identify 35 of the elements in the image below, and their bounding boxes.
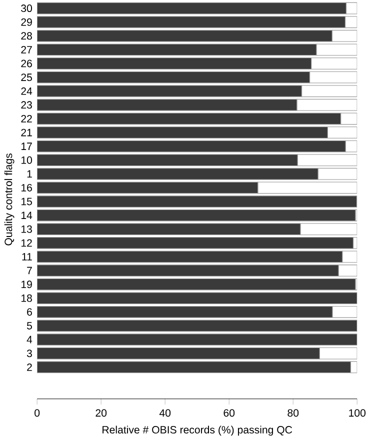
y-tick-label: 15 [21, 198, 32, 206]
y-tick-label: 11 [22, 253, 32, 260]
y-tick-label: 28 [21, 32, 32, 40]
y-axis-title: Quality control flags [4, 153, 14, 246]
y-tick-label: 3 [26, 350, 32, 358]
y-tick-label: 27 [21, 46, 32, 54]
y-tick-label: 10 [21, 156, 32, 164]
y-tick-label: 5 [26, 322, 32, 330]
y-tick-label: 26 [21, 60, 32, 68]
y-tick-label: 7 [26, 266, 32, 274]
y-tick-label: 25 [21, 74, 32, 82]
x-axis-title: Relative # OBIS records (%) passing QC [102, 426, 292, 436]
x-tick-label: 100 [348, 409, 366, 417]
y-tick-label: 23 [21, 101, 32, 109]
y-tick-label: 18 [21, 294, 32, 302]
y-tick-label: 24 [21, 87, 32, 95]
x-tick-label: 20 [96, 409, 106, 417]
y-tick-label: 16 [21, 184, 32, 192]
y-tick-label: 22 [21, 115, 32, 122]
y-tick-label: 4 [26, 336, 32, 344]
x-tick-label: 0 [34, 409, 40, 417]
y-tick-label: 12 [21, 239, 32, 247]
y-tick-label: 2 [26, 363, 32, 371]
x-tick-label: 40 [159, 409, 170, 417]
x-tick-label: 60 [224, 409, 234, 417]
y-tick-label: 30 [20, 4, 32, 12]
y-tick-label: 21 [21, 128, 32, 136]
x-tick-label: 80 [288, 409, 298, 417]
y-tick-label: 19 [21, 280, 32, 288]
y-tick-label: 1 [27, 170, 32, 178]
y-tick-label: 6 [26, 308, 32, 316]
y-tick-label: 17 [21, 142, 32, 150]
y-tick-label: 29 [21, 18, 32, 26]
y-tick-label: 14 [21, 212, 32, 219]
y-tick-label: 13 [21, 225, 32, 233]
